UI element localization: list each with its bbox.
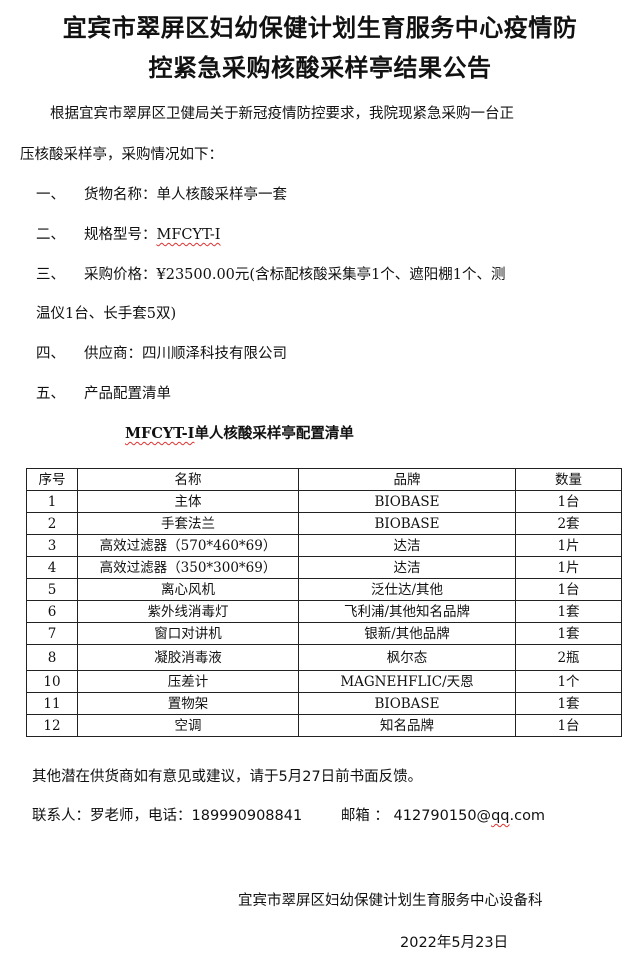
brand-cell: BIOBASE [298, 490, 516, 513]
table-row: 6 紫外线消毒灯 飞利浦/其他知名品牌 1套 [26, 600, 622, 623]
table-row: 4 高效过滤器（350*300*69） 达洁 1片 [26, 556, 622, 579]
brand-cell: BIOBASE [298, 692, 516, 715]
feedback-note: 其他潜在供货商如有意见或建议，请于5月27日前书面反馈。 [32, 769, 423, 785]
table-row: 7 窗口对讲机 银新/其他品牌 1套 [26, 622, 622, 645]
header-cell: 序号 [26, 468, 78, 491]
row-number-cell: 11 [26, 692, 78, 715]
item-name-cell: 置物架 [77, 692, 299, 715]
quantity-cell: 1套 [515, 622, 622, 645]
table-row: 11 置物架 BIOBASE 1套 [26, 692, 622, 715]
brand-cell: 达洁 [298, 534, 516, 557]
title-line-1: 宜宾市翠屏区妇幼保健计划生育服务中心疫情防 [62, 13, 578, 42]
row-number-cell: 1 [26, 490, 78, 513]
quantity-cell: 1套 [515, 692, 622, 715]
row-number-cell: 10 [26, 670, 78, 693]
item-name-cell: 空调 [77, 714, 299, 737]
row-number-cell: 6 [26, 600, 78, 623]
brand-cell: MAGNEHFLIC/天恩 [298, 670, 516, 693]
row-number-cell: 3 [26, 534, 78, 557]
table-caption: MFCYT-Ⅰ单人核酸采样亭配置清单 [125, 425, 354, 442]
item-name-cell: 高效过滤器（570*460*69） [77, 534, 299, 557]
item-name-cell: 离心风机 [77, 578, 299, 601]
quantity-cell: 1套 [515, 600, 622, 623]
row-number-cell: 5 [26, 578, 78, 601]
config-table: 序号 名称 品牌 数量 1 主体 BIOBASE 1台 2 手套法兰 BIOBASE 2套 3 高… [26, 468, 622, 737]
item-name-cell: 高效过滤器（350*300*69） [77, 556, 299, 579]
table-row: 10 压差计 MAGNEHFLIC/天恩 1个 [26, 670, 622, 693]
item-3: 三、 采购价格：¥23500.00元(含标配核酸采集亭1个、遮阳棚1个、测 [36, 267, 506, 283]
item-4: 四、 供应商：四川顺泽科技有限公司 [36, 346, 287, 362]
item-5: 五、 产品配置清单 [36, 386, 171, 402]
row-number-cell: 8 [26, 644, 78, 671]
row-number-cell: 4 [26, 556, 78, 579]
table-row: 5 离心风机 泛仕达/其他 1台 [26, 578, 622, 601]
contact-line: 联系人：罗老师，电话：18999090884​1 邮箱 ： 412790150@… [32, 808, 546, 824]
brand-cell: 达洁 [298, 556, 516, 579]
brand-cell: 银新/其他品牌 [298, 622, 516, 645]
row-number-cell: 2 [26, 512, 78, 535]
row-number-cell: 12 [26, 714, 78, 737]
email-address[interactable]: 412790150@qq.com [393, 808, 546, 824]
issue-date: 2022年5月23日 [400, 935, 509, 951]
intro-line-1: 根据宜宾市翠屏区卫健局关于新冠疫情防控要求，我院现紧急采购一台正 [50, 106, 514, 122]
brand-cell: 泛仕达/其他 [298, 578, 516, 601]
quantity-cell: 1片 [515, 556, 622, 579]
quantity-cell: 1台 [515, 490, 622, 513]
issuing-organization: 宜宾市翠屏区妇幼保健计划生育服务中心设备科 [238, 893, 543, 909]
item-name-cell: 手套法兰 [77, 512, 299, 535]
table-row: 1 主体 BIOBASE 1台 [26, 490, 622, 513]
table-header-row: 序号 名称 品牌 数量 [26, 468, 622, 491]
item-name-cell: 主体 [77, 490, 299, 513]
table-row: 12 空调 知名品牌 1台 [26, 714, 622, 737]
item-1: 一、 货物名称：单人核酸采样亭一套 [36, 187, 287, 203]
model-number: MFCYT-Ⅰ [156, 227, 221, 243]
title-line-2: 控紧急采购核酸采样亭结果公告 [148, 53, 492, 82]
table-row: 8 凝胶消毒液 枫尔态 2瓶 [26, 644, 622, 671]
brand-cell: BIOBASE [298, 512, 516, 535]
header-cell: 数量 [515, 468, 622, 491]
quantity-cell: 1个 [515, 670, 622, 693]
row-number-cell: 7 [26, 622, 78, 645]
quantity-cell: 1台 [515, 714, 622, 737]
item-2: 二、 规格型号：MFCYT-Ⅰ [36, 227, 221, 243]
table-row: 3 高效过滤器（570*460*69） 达洁 1片 [26, 534, 622, 557]
item-name-cell: 紫外线消毒灯 [77, 600, 299, 623]
quantity-cell: 1片 [515, 534, 622, 557]
item-name-cell: 凝胶消毒液 [77, 644, 299, 671]
item-name-cell: 压差计 [77, 670, 299, 693]
item-3-continued: 温仪1台、长手套5双) [36, 306, 177, 322]
header-cell: 品牌 [298, 468, 516, 491]
quantity-cell: 2瓶 [515, 644, 622, 671]
quantity-cell: 2套 [515, 512, 622, 535]
brand-cell: 知名品牌 [298, 714, 516, 737]
table-row: 2 手套法兰 BIOBASE 2套 [26, 512, 622, 535]
quantity-cell: 1台 [515, 578, 622, 601]
item-name-cell: 窗口对讲机 [77, 622, 299, 645]
header-cell: 名称 [77, 468, 299, 491]
intro-line-2: 压核酸采样亭，采购情况如下： [20, 147, 223, 163]
brand-cell: 飞利浦/其他知名品牌 [298, 600, 516, 623]
brand-cell: 枫尔态 [298, 644, 516, 671]
